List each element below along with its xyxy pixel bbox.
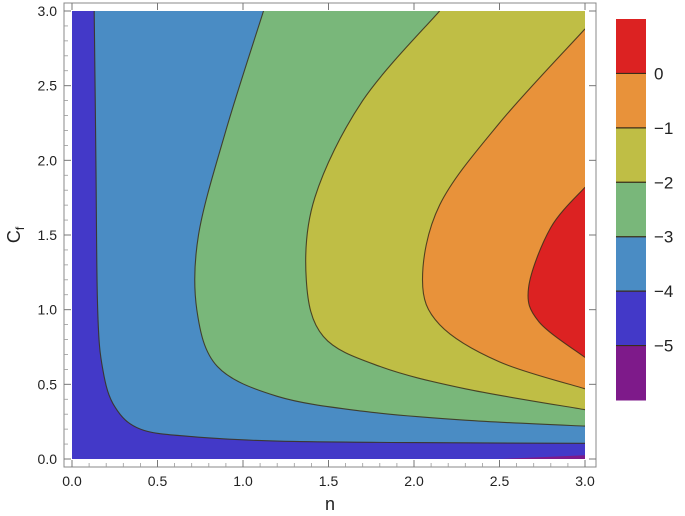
x-tick-label: 1.5 xyxy=(319,473,339,489)
axis-tick-labels: 0.0 0.5 1.0 1.5 2.0 2.5 3.0 0.0 0.5 1.0 1.5 2.0 2.5 3… xyxy=(38,3,595,489)
legend-swatch xyxy=(616,236,646,292)
y-tick-label: 0.5 xyxy=(38,376,58,392)
legend-swatch xyxy=(616,345,646,401)
y-tick-label: 1.0 xyxy=(38,302,58,318)
band-below-minus5 xyxy=(499,455,585,459)
legend-label: −5 xyxy=(654,337,673,356)
y-axis-title: Cf xyxy=(4,226,27,243)
x-axis-title: n xyxy=(325,494,335,514)
y-tick-label: 3.0 xyxy=(38,3,58,19)
x-tick-label: 0.0 xyxy=(62,473,82,489)
legend-swatch xyxy=(616,291,646,347)
legend-label: −2 xyxy=(654,173,673,192)
y-tick-label: 2.5 xyxy=(38,78,58,94)
plot-area xyxy=(72,11,585,459)
x-tick-label: 2.5 xyxy=(490,473,510,489)
y-tick-label: 1.5 xyxy=(38,227,58,243)
contour-line-level-0 xyxy=(527,186,585,358)
legend-label: −3 xyxy=(654,228,673,247)
contour-line-level-minus1 xyxy=(421,28,585,390)
y-tick-label: 2.0 xyxy=(38,152,58,168)
contour-lines xyxy=(93,11,585,444)
contour-line-level-minus2 xyxy=(305,11,585,411)
x-tick-label: 2.0 xyxy=(404,473,424,489)
legend: 0 −1 −2 −3 −4 −5 xyxy=(616,19,673,401)
legend-swatch xyxy=(616,127,646,183)
y-axis-title-subscript: f xyxy=(13,226,27,230)
band-above-0 xyxy=(527,187,585,358)
legend-swatch xyxy=(616,19,646,74)
x-tick-label: 1.0 xyxy=(233,473,253,489)
legend-label: 0 xyxy=(654,64,663,83)
x-tick-label: 0.5 xyxy=(148,473,168,489)
x-tick-label: 3.0 xyxy=(575,473,595,489)
legend-swatch xyxy=(616,182,646,238)
axis-ticks xyxy=(64,3,596,467)
contour-line-level-minus3 xyxy=(194,11,585,427)
contour-line-level-minus4 xyxy=(93,11,585,444)
y-tick-label: 0.0 xyxy=(38,451,58,467)
legend-label: −1 xyxy=(654,119,673,138)
legend-swatch xyxy=(616,73,646,129)
legend-label: −4 xyxy=(654,282,673,301)
